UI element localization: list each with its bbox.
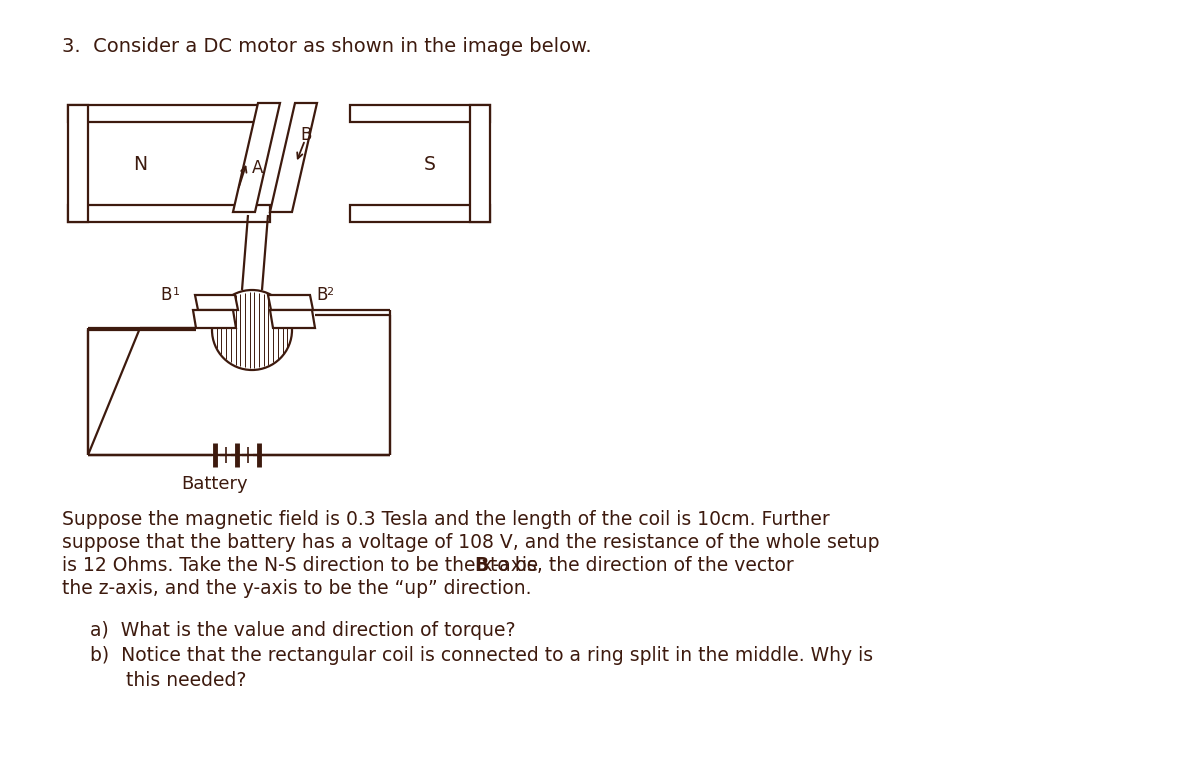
Text: suppose that the battery has a voltage of 108 V, and the resistance of the whole: suppose that the battery has a voltage o…	[62, 533, 879, 552]
Polygon shape	[350, 105, 490, 122]
Text: 3.  Consider a DC motor as shown in the image below.: 3. Consider a DC motor as shown in the i…	[62, 37, 592, 56]
Text: b)  Notice that the rectangular coil is connected to a ring split in the middle.: b) Notice that the rectangular coil is c…	[89, 646, 873, 665]
Polygon shape	[68, 105, 88, 222]
Text: this needed?: this needed?	[89, 671, 246, 690]
Polygon shape	[68, 205, 270, 222]
Text: N: N	[133, 155, 147, 174]
Text: B: B	[315, 286, 327, 304]
Ellipse shape	[212, 290, 292, 370]
Polygon shape	[268, 295, 313, 310]
Text: A: A	[252, 159, 264, 177]
Polygon shape	[350, 205, 490, 222]
Polygon shape	[270, 310, 315, 328]
Text: is 12 Ohms. Take the N-S direction to be the x-axis, the direction of the vector: is 12 Ohms. Take the N-S direction to be…	[62, 556, 799, 575]
Polygon shape	[470, 105, 490, 222]
Text: Suppose the magnetic field is 0.3 Tesla and the length of the coil is 10cm. Furt: Suppose the magnetic field is 0.3 Tesla …	[62, 510, 830, 529]
Text: 2: 2	[326, 287, 333, 297]
Text: B: B	[300, 126, 312, 144]
Polygon shape	[270, 103, 317, 212]
Polygon shape	[233, 103, 280, 212]
Polygon shape	[195, 295, 238, 310]
Polygon shape	[68, 105, 270, 122]
Text: B: B	[474, 556, 488, 575]
Text: B: B	[160, 286, 172, 304]
Text: 1: 1	[173, 287, 180, 297]
Text: S: S	[424, 155, 435, 174]
Text: a)  What is the value and direction of torque?: a) What is the value and direction of to…	[89, 621, 516, 640]
Text: the z-axis, and the y-axis to be the “up” direction.: the z-axis, and the y-axis to be the “up…	[62, 579, 532, 598]
Text: Battery: Battery	[181, 475, 248, 493]
Polygon shape	[193, 310, 237, 328]
Text: to be: to be	[484, 556, 538, 575]
